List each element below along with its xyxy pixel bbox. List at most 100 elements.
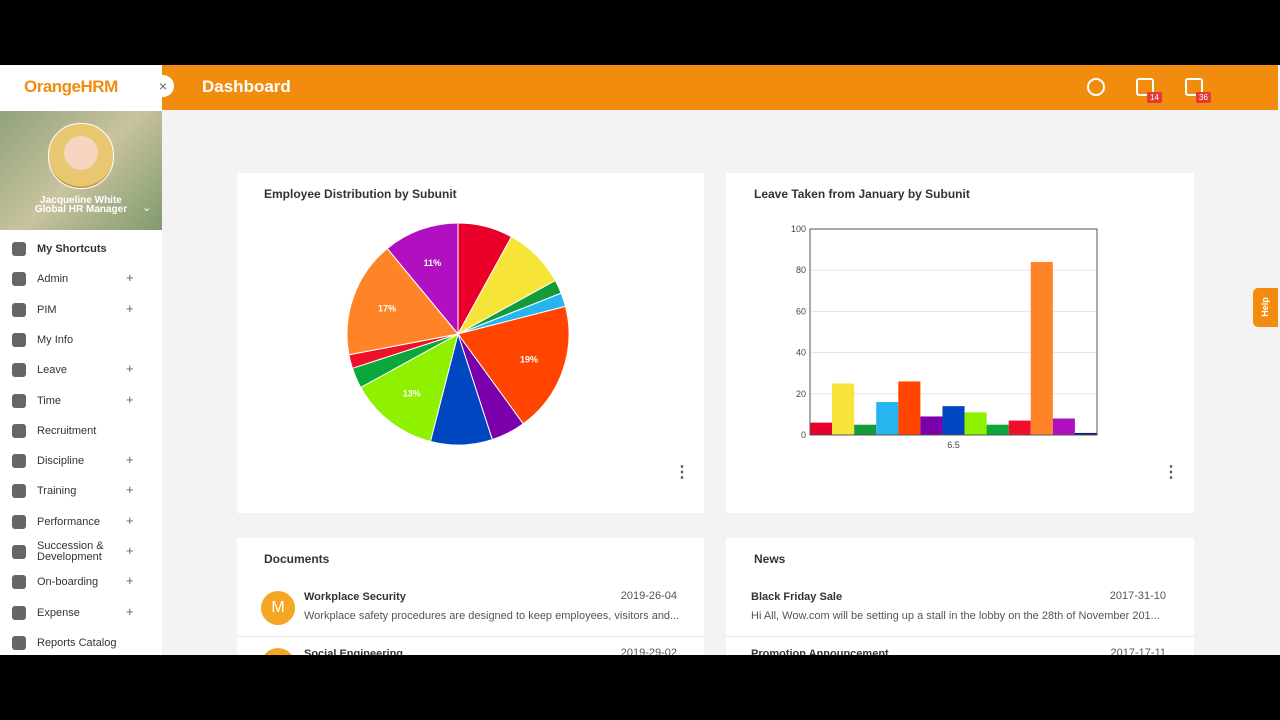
item-title: Black Friday Sale	[751, 591, 843, 603]
y-tick-label: 100	[791, 224, 806, 234]
menu-icon	[12, 272, 26, 287]
y-tick-label: 20	[796, 389, 806, 399]
y-tick-label: 0	[801, 430, 806, 440]
menu-item[interactable]: Reports Catalog	[0, 630, 162, 655]
menu-label: Expense	[37, 606, 80, 619]
menu-item[interactable]: Succession & Development +	[0, 539, 162, 567]
item-title: Social Engineering	[304, 648, 404, 655]
card-title: Documents	[264, 552, 330, 566]
menu-label: Leave	[37, 364, 67, 377]
list-item[interactable]: M Workplace Security 2019-26-04 Workplace s…	[237, 580, 704, 637]
expand-icon[interactable]: +	[126, 300, 134, 316]
list-item[interactable]: Social Engineering 2019-29-02	[237, 637, 704, 655]
menu-item[interactable]: Leave +	[0, 357, 162, 385]
menu-item[interactable]: Discipline +	[0, 448, 162, 476]
menu-label: My Shortcuts	[37, 243, 107, 255]
header-icon[interactable]	[1136, 78, 1154, 96]
bar	[1008, 420, 1031, 435]
card-title: News	[754, 552, 786, 566]
expand-icon[interactable]: +	[126, 543, 134, 558]
slice-label: 17%	[378, 303, 396, 313]
pie-slice	[346, 247, 459, 356]
y-tick-label: 60	[796, 306, 806, 316]
bar	[810, 422, 833, 435]
bar	[1030, 261, 1053, 435]
menu-item[interactable]: My Shortcuts	[0, 236, 162, 264]
list-item[interactable]: Promotion Announcement 2017-17-11	[726, 637, 1194, 655]
menu-item[interactable]: Expense +	[0, 600, 162, 628]
item-date: 2019-26-04	[620, 590, 677, 602]
menu-label: Recruitment	[37, 424, 97, 437]
help-tab[interactable]: Help	[1253, 288, 1278, 327]
menu-item[interactable]: Admin +	[0, 266, 162, 294]
card-title: Employee Distribution by Subunit	[264, 187, 457, 201]
bar	[986, 424, 1009, 435]
menu-item[interactable]: On-boarding +	[0, 569, 162, 597]
expand-icon[interactable]: +	[126, 482, 134, 498]
menu-label: PIM	[37, 303, 57, 316]
menu-label: My Info	[37, 333, 74, 346]
item-title: Promotion Announcement	[751, 648, 889, 655]
bar-chart: 0 20 40 60 80 100 6.5	[791, 224, 1098, 450]
expand-icon[interactable]: +	[126, 270, 134, 286]
menu-icon	[12, 363, 26, 378]
x-tick-label: 6.5	[947, 440, 960, 450]
menu-item[interactable]: Training +	[0, 478, 162, 506]
menu-label: Performance	[37, 515, 100, 528]
menu-icon	[12, 242, 26, 256]
menu-icon	[12, 575, 26, 590]
menu-item[interactable]: Recruitment	[0, 418, 162, 446]
plot-frame	[809, 228, 1098, 436]
page-title: Dashboard	[202, 77, 291, 96]
menu-label: On-boarding	[37, 576, 99, 589]
chart-card: Employee Distribution by Subunit ⋮ 19% 13% 1…	[237, 173, 704, 513]
notification-badge: 14	[1147, 92, 1162, 103]
menu-item[interactable]: Time +	[0, 388, 162, 416]
card-title: Leave Taken from January by Subunit	[754, 187, 970, 201]
menu-icon	[12, 545, 26, 559]
avatar	[48, 123, 114, 189]
profile-toggle[interactable]: ⌄	[142, 202, 152, 214]
y-tick-label: 80	[796, 265, 806, 275]
menu-label: Reports Catalog	[37, 636, 117, 649]
bar	[942, 406, 965, 435]
menu-icon	[12, 302, 26, 317]
item-title: Workplace Security	[304, 591, 406, 603]
menu-icon	[12, 393, 26, 408]
chart-card: Leave Taken from January by Subunit ⋮ 0 20 4…	[726, 173, 1194, 513]
bar	[964, 412, 987, 435]
list-item[interactable]: Black Friday Sale 2017-31-10 Hi All, Wow.c…	[726, 580, 1194, 637]
expand-icon[interactable]: +	[126, 452, 134, 468]
item-date: 2017-17-11	[1110, 647, 1166, 655]
menu-item[interactable]: My Info	[0, 327, 162, 355]
menu-icon	[12, 605, 26, 620]
menu-icon	[12, 635, 26, 650]
expand-icon[interactable]: +	[126, 573, 134, 589]
pie-slice	[457, 305, 570, 425]
close-button[interactable]: ×	[152, 75, 174, 97]
expand-icon[interactable]: +	[126, 361, 134, 377]
expand-icon[interactable]: +	[126, 391, 134, 407]
bar	[1074, 432, 1097, 435]
menu-icon	[12, 454, 26, 469]
expand-icon[interactable]: +	[126, 603, 134, 619]
menu-item[interactable]: Performance +	[0, 509, 162, 537]
avatar	[261, 648, 295, 655]
app: OrangeHRM × Jacqueline White Global HR Mana…	[0, 65, 1280, 655]
menu-icon	[12, 484, 26, 499]
bar	[920, 416, 943, 435]
pie-chart: 19% 13% 17% 11%	[346, 222, 570, 446]
news-card: News Black Friday Sale 2017-31-10 Hi All, W…	[726, 538, 1194, 655]
menu-item[interactable]: PIM +	[0, 297, 162, 325]
header-icon[interactable]	[1185, 78, 1203, 96]
documents-card: Documents M Workplace Security 2019-26-04 Wo…	[237, 538, 704, 655]
item-text: Hi All, Wow.com will be setting up a sta…	[751, 610, 1160, 622]
logo: OrangeHRM	[24, 77, 118, 96]
avatar: M	[261, 591, 295, 625]
sidebar: OrangeHRM × Jacqueline White Global HR Mana…	[0, 65, 174, 655]
expand-icon[interactable]: +	[126, 512, 134, 528]
user-name: Jacqueline White	[40, 195, 122, 206]
menu-icon	[12, 423, 26, 438]
header-icon[interactable]	[1087, 78, 1105, 96]
